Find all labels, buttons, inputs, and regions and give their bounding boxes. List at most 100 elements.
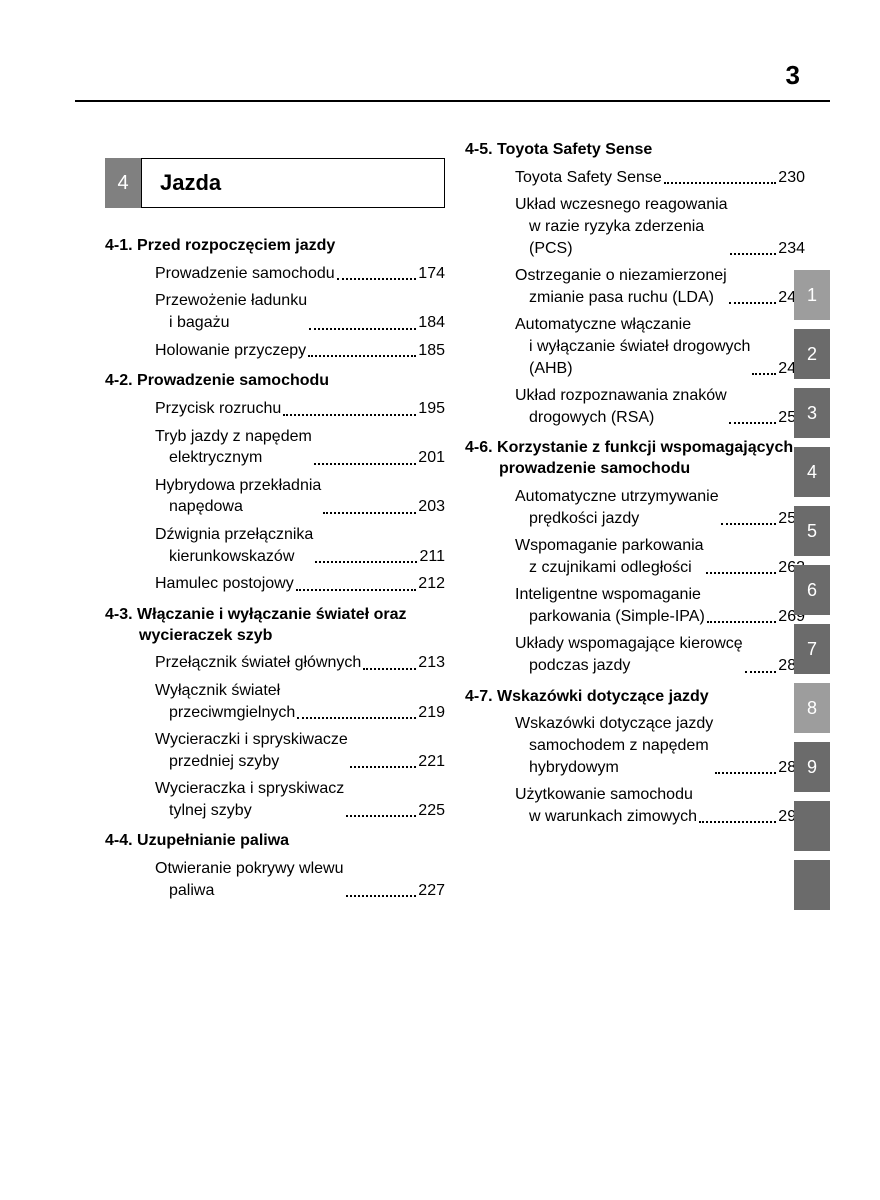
- toc-entry-text: Dźwignia przełącznikakierunkowskazów: [155, 524, 313, 567]
- chapter-number: 4: [105, 158, 141, 208]
- toc-entry: Holowanie przyczepy185: [105, 340, 445, 362]
- toc-entry-text: Tryb jazdy z napędemelektrycznym: [155, 426, 312, 469]
- toc-entry-text: Otwieranie pokrywy wlewupaliwa: [155, 858, 344, 901]
- toc-entry: Automatyczne utrzymywanieprędkości jazdy…: [465, 486, 805, 529]
- leader-dots: [730, 253, 777, 255]
- toc-entry-text: Przełącznik świateł głównych: [155, 652, 361, 674]
- toc-entry: Wyłącznik światełprzeciwmgielnych 219: [105, 680, 445, 723]
- side-tabs: 1 2 3 4 5 6 7 8 9: [794, 100, 830, 919]
- top-rule: [75, 100, 830, 102]
- leader-dots: [715, 772, 776, 774]
- toc-entry: Inteligentne wspomaganieparkowania (Simp…: [465, 584, 805, 627]
- section-heading: 4-4. Uzupełnianie paliwa: [139, 831, 445, 852]
- toc-entry: Układ wczesnego reagowaniaw razie ryzyka…: [465, 194, 805, 259]
- leader-dots: [745, 671, 777, 673]
- toc-entry: Prowadzenie samochodu 174: [105, 263, 445, 285]
- toc-entry: Automatyczne włączaniei wyłączanie świat…: [465, 314, 805, 379]
- leader-dots: [297, 717, 416, 719]
- leader-dots: [346, 815, 416, 817]
- toc-entry: Toyota Safety Sense230: [465, 167, 805, 189]
- side-tab[interactable]: 5: [794, 506, 830, 556]
- toc-entry: Hybrydowa przekładnianapędowa 203: [105, 475, 445, 518]
- leader-dots: [363, 668, 416, 670]
- toc-entry-page: 212: [418, 573, 445, 595]
- side-tab[interactable]: 3: [794, 388, 830, 438]
- toc-entry-text: Automatyczne włączaniei wyłączanie świat…: [515, 314, 750, 379]
- leader-dots: [350, 766, 417, 768]
- leader-dots: [729, 302, 777, 304]
- side-tab[interactable]: 6: [794, 565, 830, 615]
- section-heading: 4-7. Wskazówki dotyczące jazdy: [499, 687, 805, 708]
- leader-dots: [296, 589, 417, 591]
- leader-dots: [721, 523, 777, 525]
- page-number: 3: [786, 60, 800, 91]
- toc-entry-text: Ostrzeganie o niezamierzonejzmianie pasa…: [515, 265, 727, 308]
- toc-entry-text: Automatyczne utrzymywanieprędkości jazdy: [515, 486, 719, 529]
- side-tab[interactable]: [794, 801, 830, 851]
- side-tab[interactable]: [794, 860, 830, 910]
- leader-dots: [706, 572, 777, 574]
- toc-entry-text: Układy wspomagające kierowcępodczas jazd…: [515, 633, 743, 676]
- toc-entry-text: Hamulec postojowy: [155, 573, 294, 595]
- side-tab[interactable]: 4: [794, 447, 830, 497]
- side-tab[interactable]: 1: [794, 270, 830, 320]
- toc-entry-page: 213: [418, 652, 445, 674]
- leader-dots: [309, 328, 416, 330]
- chapter-title: Jazda: [141, 158, 445, 208]
- side-tab-spacer: [794, 100, 830, 270]
- side-tab[interactable]: 8: [794, 683, 830, 733]
- leader-dots: [664, 182, 777, 184]
- toc-entry: Dźwignia przełącznikakierunkowskazów 211: [105, 524, 445, 567]
- toc-entry-page: 219: [418, 702, 445, 724]
- toc-entry-text: Wyłącznik światełprzeciwmgielnych: [155, 680, 295, 723]
- section-heading: 4-6. Korzystanie z funkcji wspomagającyc…: [499, 438, 805, 480]
- leader-dots: [315, 561, 417, 563]
- side-tab[interactable]: 9: [794, 742, 830, 792]
- left-column: 4 Jazda 4-1. Przed rozpoczęciem jazdyPro…: [105, 130, 445, 907]
- leader-dots: [707, 621, 777, 623]
- toc-entry-text: Wskazówki dotyczące jazdysamochodem z na…: [515, 713, 713, 778]
- toc-entry-text: Prowadzenie samochodu: [155, 263, 335, 285]
- toc-entry: Ostrzeganie o niezamierzonejzmianie pasa…: [465, 265, 805, 308]
- toc-entry-text: Wycieraczki i spryskiwaczeprzedniej szyb…: [155, 729, 348, 772]
- leader-dots: [283, 414, 416, 416]
- toc-entry: Układ rozpoznawania znakówdrogowych (RSA…: [465, 385, 805, 428]
- toc-entry: Wskazówki dotyczące jazdysamochodem z na…: [465, 713, 805, 778]
- leader-dots: [308, 355, 416, 357]
- toc-entry-page: 225: [418, 800, 445, 822]
- section-heading: 4-5. Toyota Safety Sense: [499, 140, 805, 161]
- chapter-header: 4 Jazda: [105, 158, 445, 208]
- toc-entry-text: Przycisk rozruchu: [155, 398, 281, 420]
- toc-entry-text: Przewożenie ładunkui bagażu: [155, 290, 307, 333]
- toc-entry-page: 221: [418, 751, 445, 773]
- toc-entry-page: 201: [418, 447, 445, 469]
- leader-dots: [729, 422, 777, 424]
- toc-entry-text: Układ wczesnego reagowaniaw razie ryzyka…: [515, 194, 728, 259]
- toc-entry: Wycieraczki i spryskiwaczeprzedniej szyb…: [105, 729, 445, 772]
- toc-entry-text: Wycieraczka i spryskiwacztylnej szyby: [155, 778, 344, 821]
- side-tab[interactable]: 2: [794, 329, 830, 379]
- toc-entry: Użytkowanie samochoduw warunkach zimowyc…: [465, 784, 805, 827]
- toc-entry: Przewożenie ładunkui bagażu 184: [105, 290, 445, 333]
- toc-entry: Układy wspomagające kierowcępodczas jazd…: [465, 633, 805, 676]
- toc-entry-text: Hybrydowa przekładnianapędowa: [155, 475, 321, 518]
- right-column: 4-5. Toyota Safety Sense Toyota Safety Se…: [465, 130, 805, 907]
- side-tab[interactable]: 7: [794, 624, 830, 674]
- toc-entry-page: 211: [419, 546, 445, 568]
- toc-entry-page: 195: [418, 398, 445, 420]
- section-heading: 4-2. Prowadzenie samochodu: [139, 371, 445, 392]
- toc-entry: Tryb jazdy z napędemelektrycznym 201: [105, 426, 445, 469]
- toc-entry-page: 174: [418, 263, 445, 285]
- toc-entry: Wycieraczka i spryskiwacztylnej szyby 225: [105, 778, 445, 821]
- leader-dots: [323, 512, 416, 514]
- toc-content: 4 Jazda 4-1. Przed rozpoczęciem jazdyPro…: [105, 130, 805, 907]
- toc-entry-text: Wspomaganie parkowaniaz czujnikami odleg…: [515, 535, 704, 578]
- toc-entry-page: 185: [418, 340, 445, 362]
- leader-dots: [314, 463, 416, 465]
- toc-entry-page: 203: [418, 496, 445, 518]
- toc-entry-page: 227: [418, 880, 445, 902]
- toc-entry-text: Użytkowanie samochoduw warunkach zimowyc…: [515, 784, 697, 827]
- section-heading: 4-3. Włączanie i wyłączanie świateł oraz…: [139, 605, 445, 647]
- toc-entry-page: 184: [418, 312, 445, 334]
- toc-entry: Hamulec postojowy 212: [105, 573, 445, 595]
